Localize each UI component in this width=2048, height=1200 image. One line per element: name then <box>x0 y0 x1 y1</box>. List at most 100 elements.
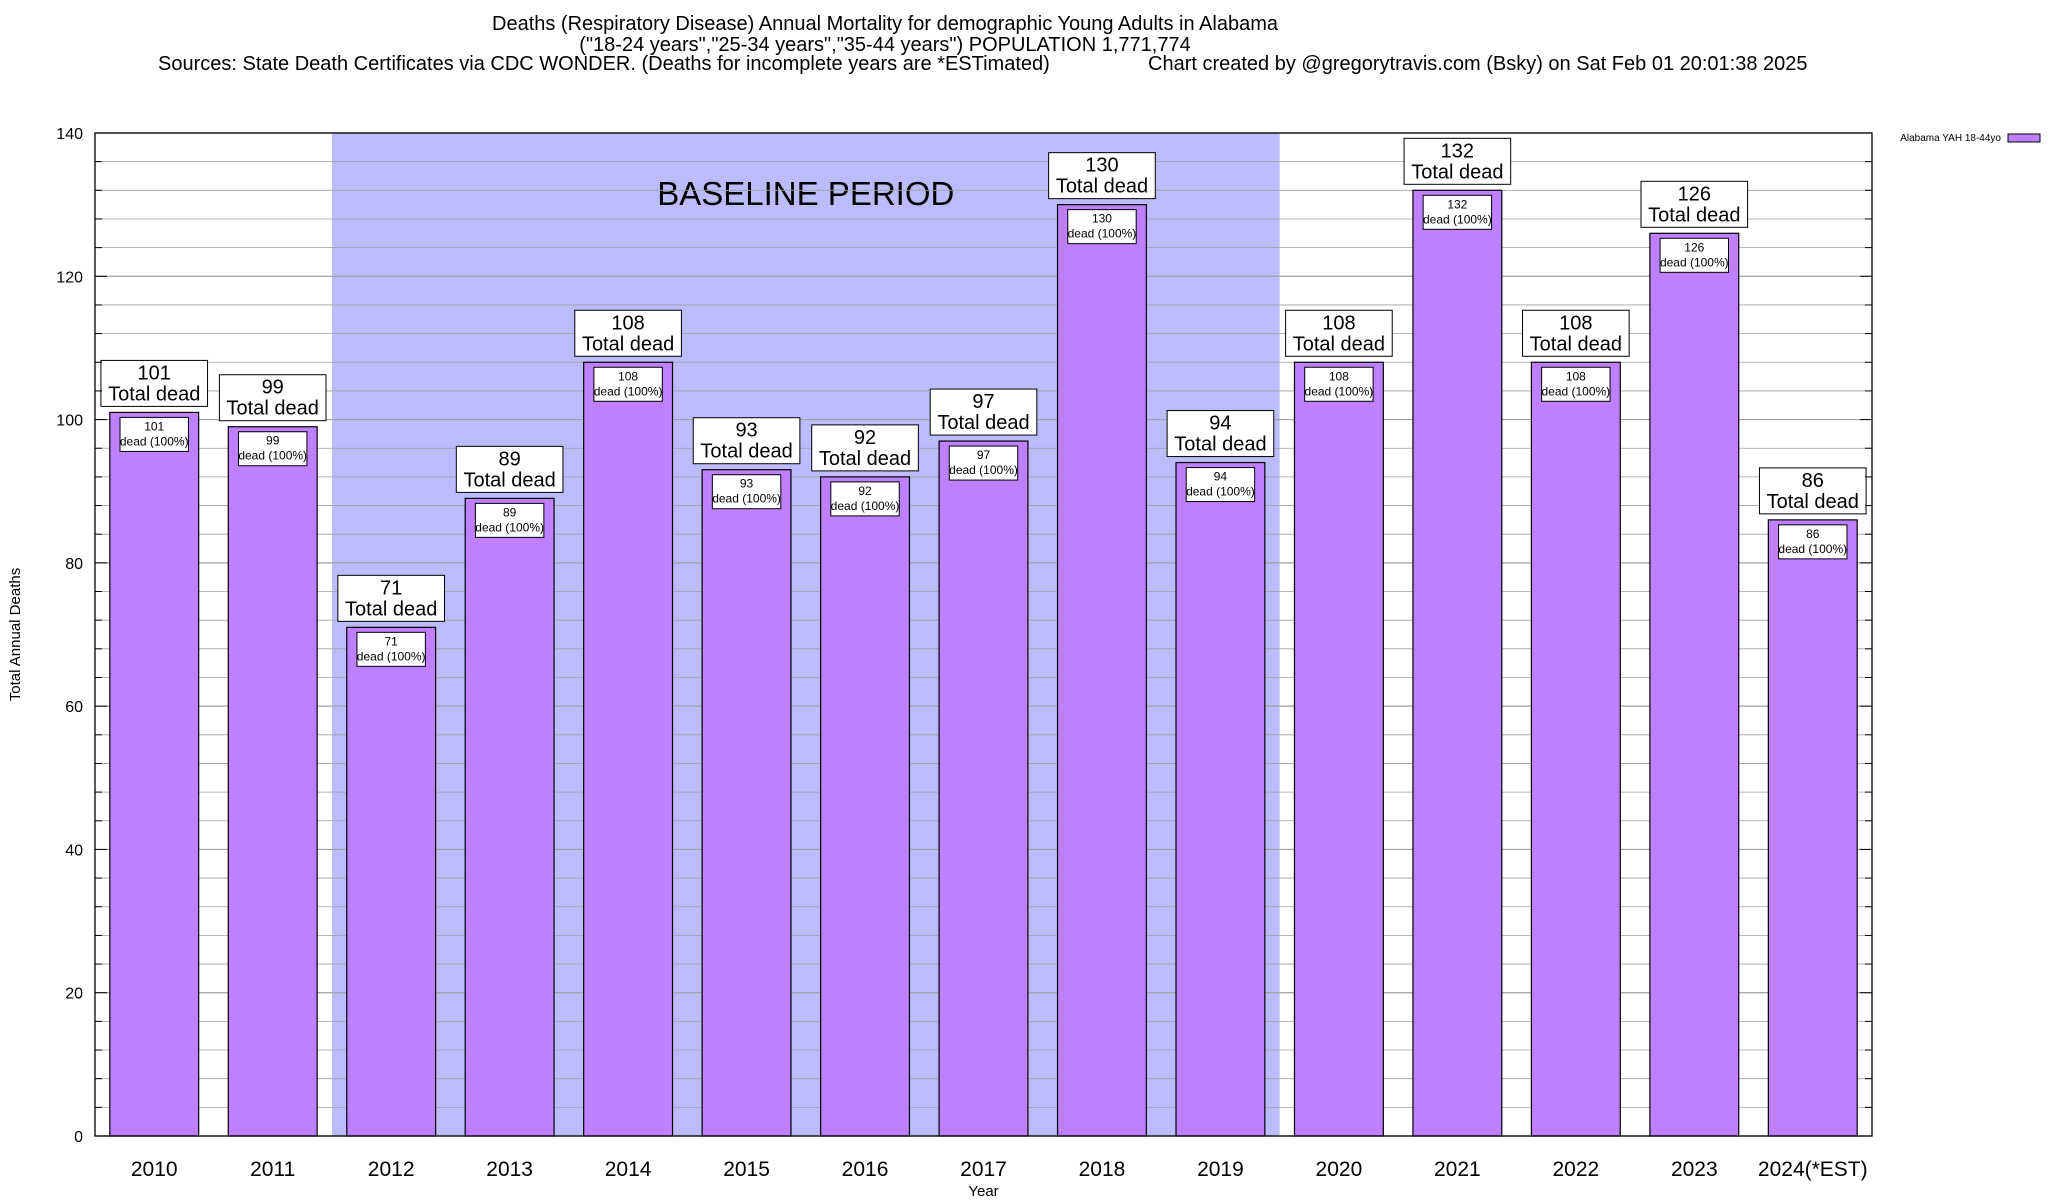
bar <box>109 411 200 1137</box>
bar-total-label-box <box>1758 467 1867 515</box>
bar-total-value: 86 <box>1802 470 1824 492</box>
bar-inner-label: dead (100%) <box>1068 227 1137 241</box>
bar <box>1056 204 1147 1137</box>
bar-inner-value: 93 <box>740 477 754 491</box>
chart-title: Deaths (Respiratory Disease) Annual Mort… <box>492 13 1278 35</box>
bar-total-label-box <box>929 388 1038 436</box>
bar-total-label-box <box>1522 309 1630 357</box>
x-tick-label: 2023 <box>1671 1158 1718 1181</box>
bar-inner-value: 92 <box>858 484 872 498</box>
bar <box>1412 189 1503 1137</box>
bar <box>227 426 318 1137</box>
y-tick-label: 20 <box>65 986 83 1003</box>
bar-total-label: Total dead <box>1530 333 1622 355</box>
bar-total-label-box <box>218 374 327 422</box>
bar-inner-value: 126 <box>1684 240 1704 254</box>
bar-inner-label: dead (100%) <box>120 434 189 448</box>
y-axis-label: Total Annual Deaths <box>7 568 24 701</box>
x-axis-label: Year <box>968 1183 998 1200</box>
bar-inner-label-box <box>1185 467 1256 503</box>
bar-inner-label-box <box>1422 194 1493 230</box>
bar-total-label-box <box>1166 410 1275 458</box>
bar-inner-label-box <box>948 445 1019 481</box>
x-tick-label: 2022 <box>1552 1158 1599 1181</box>
bar-total-value: 108 <box>1322 312 1355 334</box>
bar-total-label-box <box>100 359 209 407</box>
bar-total-value: 99 <box>262 377 284 399</box>
bar-total-label-box <box>1048 152 1156 200</box>
bar-inner-label: dead (100%) <box>1660 255 1729 269</box>
bar-inner-label: dead (100%) <box>1541 384 1610 398</box>
bar-inner-label: dead (100%) <box>1423 212 1492 226</box>
bar-total-label-box <box>337 574 445 622</box>
bar-total-value: 93 <box>735 420 757 442</box>
y-tick-label: 60 <box>65 699 83 716</box>
bar-total-label: Total dead <box>1767 491 1859 513</box>
x-tick-label: 2015 <box>723 1158 770 1181</box>
bar-total-label: Total dead <box>1174 434 1266 456</box>
baseline-label: BASELINE PERIOD <box>657 175 954 212</box>
x-tick-label: 2019 <box>1197 1158 1244 1181</box>
legend-label: Alabama YAH 18-44yo <box>1900 133 2001 144</box>
bar-inner-label: dead (100%) <box>238 449 307 463</box>
bar-total-value: 130 <box>1085 155 1118 177</box>
bar-inner-label-box <box>1778 524 1848 560</box>
bar <box>938 440 1029 1137</box>
bar-total-label: Total dead <box>1411 161 1503 183</box>
bar <box>464 497 555 1137</box>
bar-total-value: 89 <box>499 448 521 470</box>
bar-total-label: Total dead <box>582 333 674 355</box>
bar-inner-label: dead (100%) <box>357 649 426 663</box>
y-tick-label: 80 <box>65 556 83 573</box>
bar-inner-label: dead (100%) <box>1186 485 1255 499</box>
bar-total-label-box <box>811 424 919 472</box>
bar <box>346 626 437 1137</box>
bar <box>1530 361 1621 1137</box>
bar <box>701 469 792 1137</box>
x-tick-label: 2021 <box>1434 1158 1481 1181</box>
x-tick-label: 2010 <box>131 1158 178 1181</box>
bar-inner-label: dead (100%) <box>831 499 900 513</box>
bar-inner-value: 108 <box>1329 369 1349 383</box>
bar-inner-value: 86 <box>1806 527 1820 541</box>
bar-total-label: Total dead <box>463 469 555 491</box>
y-tick-label: 40 <box>65 842 83 859</box>
y-tick-label: 140 <box>56 126 83 143</box>
bar-total-label-box <box>1640 180 1749 228</box>
bar <box>1649 232 1740 1137</box>
bar-inner-label-box <box>830 481 900 517</box>
bar-inner-label: dead (100%) <box>475 520 544 534</box>
bar-inner-label-box <box>474 502 545 538</box>
x-tick-label: 2018 <box>1079 1158 1126 1181</box>
bar-inner-label-box <box>1659 237 1730 273</box>
x-tick-label: 2013 <box>486 1158 533 1181</box>
bar-inner-label-box <box>356 631 426 667</box>
plot-frame <box>94 132 1873 1137</box>
bar-total-label: Total dead <box>700 441 792 463</box>
chart-subtitle: ("18-24 years","25-34 years","35-44 year… <box>579 34 1191 56</box>
bar-inner-value: 71 <box>384 634 398 648</box>
bar-total-label-box <box>574 309 682 357</box>
bar-total-value: 108 <box>611 312 644 334</box>
bar-inner-label-box <box>711 474 782 510</box>
axis-layer: 2010 2011 2012 2013 2014 2015 2016 2017 2018 2019… <box>7 126 1873 1200</box>
bar-total-label: Total dead <box>1648 204 1740 226</box>
bar-total-label-box <box>692 417 801 465</box>
bar-total-label-box <box>455 445 564 493</box>
bar-inner-label-box <box>1067 209 1137 245</box>
x-tick-label: 2016 <box>842 1158 889 1181</box>
bar-inner-label-box <box>1304 366 1374 402</box>
bar-inner-value: 97 <box>977 448 991 462</box>
bar-inner-value: 89 <box>503 505 517 519</box>
x-tick-label: 2024(*EST) <box>1758 1158 1868 1181</box>
bar <box>1293 361 1384 1137</box>
bar-total-value: 92 <box>854 427 876 449</box>
bar-total-value: 97 <box>972 391 994 413</box>
y-tick-label: 120 <box>56 269 83 286</box>
bar-inner-value: 94 <box>1214 470 1228 484</box>
bar-total-value: 108 <box>1559 312 1592 334</box>
bar-inner-label: dead (100%) <box>949 463 1018 477</box>
x-tick-label: 2017 <box>960 1158 1007 1181</box>
